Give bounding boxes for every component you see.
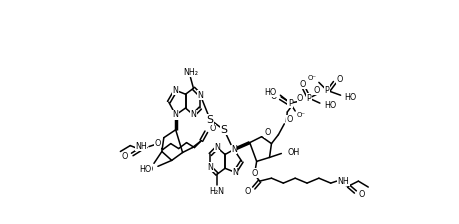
Text: N: N (173, 110, 179, 119)
Text: O: O (209, 124, 216, 133)
Text: O: O (155, 139, 161, 148)
Text: HO: HO (324, 101, 336, 110)
Text: O: O (358, 190, 365, 199)
Text: N: N (173, 86, 179, 95)
Text: HO: HO (142, 165, 154, 174)
Text: P: P (325, 86, 329, 95)
Text: N: N (231, 145, 237, 154)
Text: O: O (286, 115, 293, 124)
Text: N: N (190, 110, 196, 119)
Text: NH₂: NH₂ (183, 68, 198, 77)
Text: O: O (270, 92, 276, 101)
Text: O⁻: O⁻ (308, 75, 317, 81)
Text: P: P (307, 94, 311, 103)
Text: O: O (313, 86, 320, 95)
Text: O: O (300, 80, 306, 89)
Text: O: O (122, 152, 128, 161)
Text: N: N (197, 91, 203, 100)
Text: N: N (207, 163, 213, 172)
Text: P: P (288, 99, 292, 108)
Text: H₂N: H₂N (210, 187, 224, 196)
Text: O: O (336, 75, 343, 84)
Text: HO: HO (264, 88, 276, 97)
Text: S: S (221, 125, 228, 135)
Text: HO: HO (345, 93, 357, 102)
Text: O: O (252, 169, 258, 178)
Text: NH: NH (338, 177, 349, 186)
Text: O: O (297, 94, 303, 103)
Text: OH: OH (287, 148, 300, 157)
Text: N: N (232, 168, 238, 177)
Text: N: N (214, 143, 220, 152)
Text: HO: HO (140, 165, 152, 174)
Text: S: S (207, 115, 214, 125)
Text: O: O (244, 187, 251, 196)
Text: O⁻: O⁻ (296, 112, 305, 118)
Text: NH: NH (135, 142, 147, 151)
Text: O: O (264, 128, 271, 137)
